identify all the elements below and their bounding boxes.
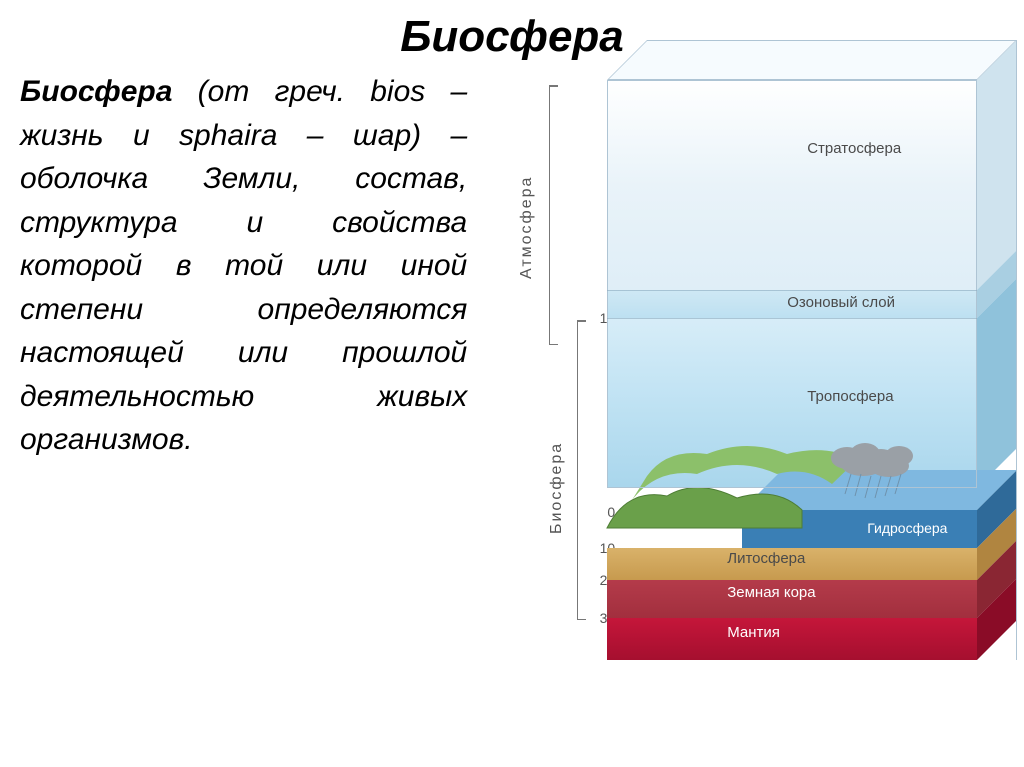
layer-block: СтратосфераОзоновый слойТропосфераГидрос… [607,80,977,690]
content-row: Биосфера (от греч. bios – жизнь и sphair… [0,70,1024,730]
layer-Мантия: Мантия [607,618,977,660]
layer-label: Земная кора [727,584,815,601]
atmosphere-bracket [549,85,550,345]
layer-surface: Гидросфера [607,488,977,548]
layer-Земная кора: Земная кора [607,580,977,618]
biosphere-label: Биосфера [548,414,566,534]
hydrosphere-label: Гидросфера [867,520,947,536]
layer-Литосфера: Литосфера [607,548,977,580]
layer-label: Мантия [727,624,780,641]
definition-text: Биосфера (от греч. bios – жизнь и sphair… [20,70,477,730]
atmosphere-label: Атмосфера [518,159,536,279]
biosphere-bracket [577,320,578,620]
biosphere-diagram: Атмосфера Биосфера 170102030 Стратосфера… [487,70,1004,730]
layer-label: Литосфера [727,550,805,567]
